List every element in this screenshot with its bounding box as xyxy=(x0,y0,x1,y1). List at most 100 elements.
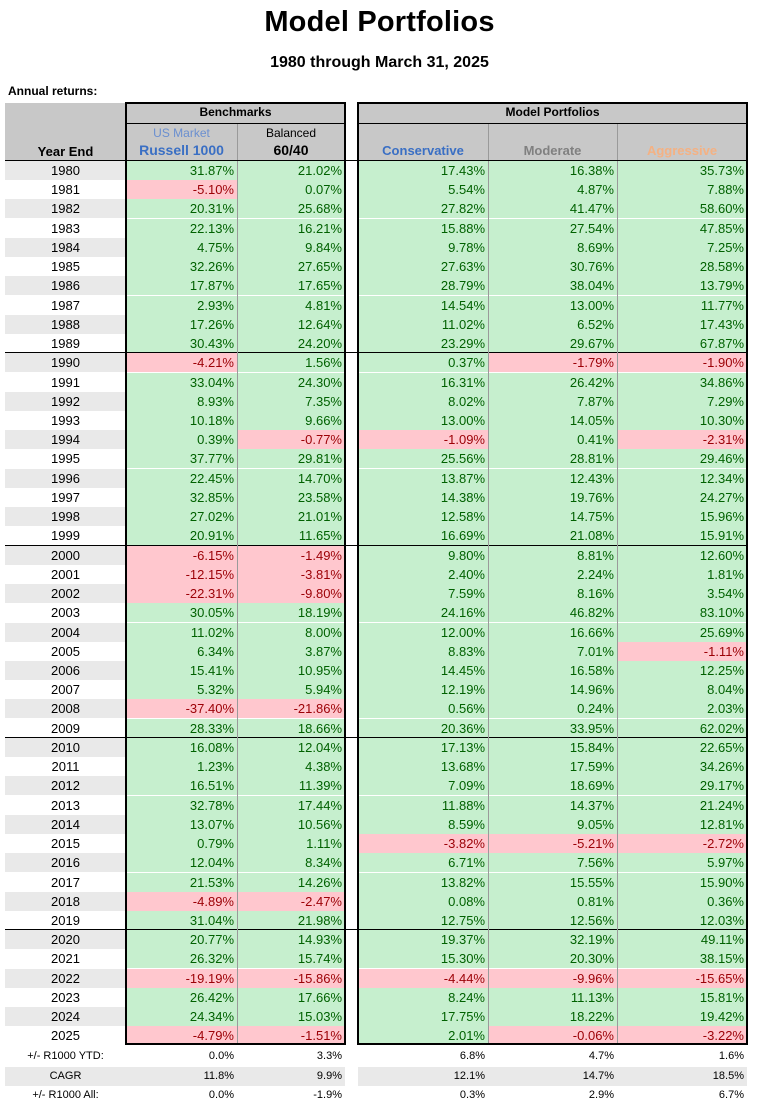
sixty-forty-cell: 14.70% xyxy=(237,468,345,488)
moderate-cell: 9.05% xyxy=(488,814,617,834)
year-cell: 1988 xyxy=(5,314,126,334)
year-cell: 2009 xyxy=(51,720,80,736)
russell-1000-cell: 37.77% xyxy=(126,449,237,469)
conservative-cell: 7.09% xyxy=(358,776,488,796)
conservative-cell: 8.59% xyxy=(358,814,488,834)
moderate-cell: 15.84% xyxy=(488,737,617,757)
year-cell: 2024 xyxy=(5,1007,126,1027)
conservative-cell: 27.82% xyxy=(358,199,488,219)
conservative-cell: 12.58% xyxy=(358,507,488,527)
russell-1000-cell: -12.15% xyxy=(126,564,237,584)
conservative-cell: 15.30% xyxy=(358,949,488,969)
moderate-cell: -9.96% xyxy=(488,968,617,988)
russell-1000-cell: 0.79% xyxy=(126,834,237,854)
moderate-cell: 46.82% xyxy=(488,603,617,623)
moderate-cell: 19.76% xyxy=(488,487,617,507)
sixty-forty-cell: 23.58% xyxy=(237,487,345,507)
sixty-forty-cell: 4.38% xyxy=(237,757,345,777)
russell-1000-cell: 12.04% xyxy=(126,853,237,873)
sixty-forty-cell: 11.65% xyxy=(237,526,345,546)
conservative-cell: -4.44% xyxy=(358,968,488,988)
moderate-cell: 30.76% xyxy=(488,257,617,277)
moderate-cell: 16.66% xyxy=(488,622,617,642)
russell-1000-cell: 31.04% xyxy=(126,910,237,930)
year-cell: 1981 xyxy=(51,182,80,198)
moderate-cell: -5.21% xyxy=(488,834,617,854)
section-label: Annual returns: xyxy=(8,84,98,98)
conservative-cell: 8.83% xyxy=(358,641,488,661)
sixty-forty-cell: 16.21% xyxy=(237,218,345,238)
russell-1000-cell: -4.21% xyxy=(126,353,237,373)
portfolios-column-divider-1 xyxy=(488,124,489,1044)
sixty-forty-cell: 5.94% xyxy=(237,680,345,700)
conservative-cell: 23.29% xyxy=(358,334,488,354)
sixty-forty-cell: 9.84% xyxy=(237,237,345,257)
aggressive-cell: 38.15% xyxy=(617,949,747,969)
year-cell: 1984 xyxy=(5,237,126,257)
decade-separator xyxy=(5,352,747,354)
year-cell: 1989 xyxy=(51,336,80,352)
russell-1000-cell: 21.53% xyxy=(126,872,237,892)
sixty-forty-cell: -2.47% xyxy=(237,891,345,911)
year-cell: 1992 xyxy=(5,391,126,411)
moderate-cell: 12.43% xyxy=(488,468,617,488)
aggressive-cell: 83.10% xyxy=(617,603,747,623)
russell-1000-cell: 24.34% xyxy=(126,1007,237,1027)
russell-1000-cell: 0.39% xyxy=(126,430,237,450)
footer-aggressive: 1.6% xyxy=(718,1050,744,1062)
aggressive-cell: 7.88% xyxy=(617,180,747,200)
decade-separator xyxy=(5,544,747,546)
sixty-forty-cell: 10.56% xyxy=(237,814,345,834)
conservative-cell: 28.79% xyxy=(358,276,488,296)
russell-1000-cell: 8.93% xyxy=(126,391,237,411)
aggressive-cell: 22.65% xyxy=(617,737,747,757)
year-cell: 1999 xyxy=(51,528,80,544)
year-cell: 1980 xyxy=(5,161,126,180)
russell-1000-cell: 33.04% xyxy=(126,372,237,392)
page-title: Model Portfolios xyxy=(264,6,495,38)
sixty-forty-cell: -3.81% xyxy=(237,564,345,584)
footer-conservative: 12.1% xyxy=(358,1066,488,1086)
aggressive-cell: 12.81% xyxy=(617,814,747,834)
aggressive-cell: 5.97% xyxy=(617,853,747,873)
year-cell: 1993 xyxy=(51,412,80,428)
aggressive-cell: 34.86% xyxy=(617,372,747,392)
moderate-cell: 4.87% xyxy=(488,180,617,200)
sixty-forty-cell: 7.35% xyxy=(237,391,345,411)
conservative-cell: 19.37% xyxy=(358,930,488,950)
sixty-forty-cell: -0.77% xyxy=(237,430,345,450)
sixty-forty-header: 60/40 xyxy=(273,142,309,158)
year-cell: 2004 xyxy=(5,622,126,642)
sixty-forty-cell: 17.65% xyxy=(237,276,345,296)
conservative-cell: 7.59% xyxy=(358,584,488,604)
year-cell: 1991 xyxy=(51,374,80,390)
russell-1000-cell: -19.19% xyxy=(126,968,237,988)
footer-moderate: 4.7% xyxy=(588,1050,614,1062)
footer-label: +/- R1000 All: xyxy=(32,1089,99,1101)
benchmarks-header: Benchmarks xyxy=(126,103,345,124)
conservative-header: Conservative xyxy=(382,143,464,158)
conservative-cell: 25.56% xyxy=(358,449,488,469)
footer-aggressive: 6.7% xyxy=(718,1089,744,1101)
sixty-forty-cell: 0.07% xyxy=(237,180,345,200)
conservative-cell: 2.01% xyxy=(358,1026,488,1046)
aggressive-cell: -1.90% xyxy=(617,353,747,373)
moderate-cell: 12.56% xyxy=(488,910,617,930)
aggressive-cell: 12.25% xyxy=(617,660,747,680)
aggressive-cell: 8.04% xyxy=(617,680,747,700)
moderate-cell: 20.30% xyxy=(488,949,617,969)
sixty-forty-cell: -21.86% xyxy=(237,699,345,719)
moderate-cell: 6.52% xyxy=(488,314,617,334)
conservative-cell: 0.08% xyxy=(358,891,488,911)
sixty-forty-cell: 21.01% xyxy=(237,507,345,527)
moderate-cell: -1.79% xyxy=(488,353,617,373)
sixty-forty-cell: 21.98% xyxy=(237,910,345,930)
russell-1000-cell: 15.41% xyxy=(126,660,237,680)
sixty-forty-cell: 21.02% xyxy=(237,161,345,180)
aggressive-cell: 28.58% xyxy=(617,257,747,277)
moderate-cell: 21.08% xyxy=(488,526,617,546)
russell-1000-cell: -4.89% xyxy=(126,891,237,911)
moderate-cell: 17.59% xyxy=(488,757,617,777)
russell-1000-cell: 1.23% xyxy=(126,757,237,777)
conservative-cell: 9.80% xyxy=(358,545,488,565)
